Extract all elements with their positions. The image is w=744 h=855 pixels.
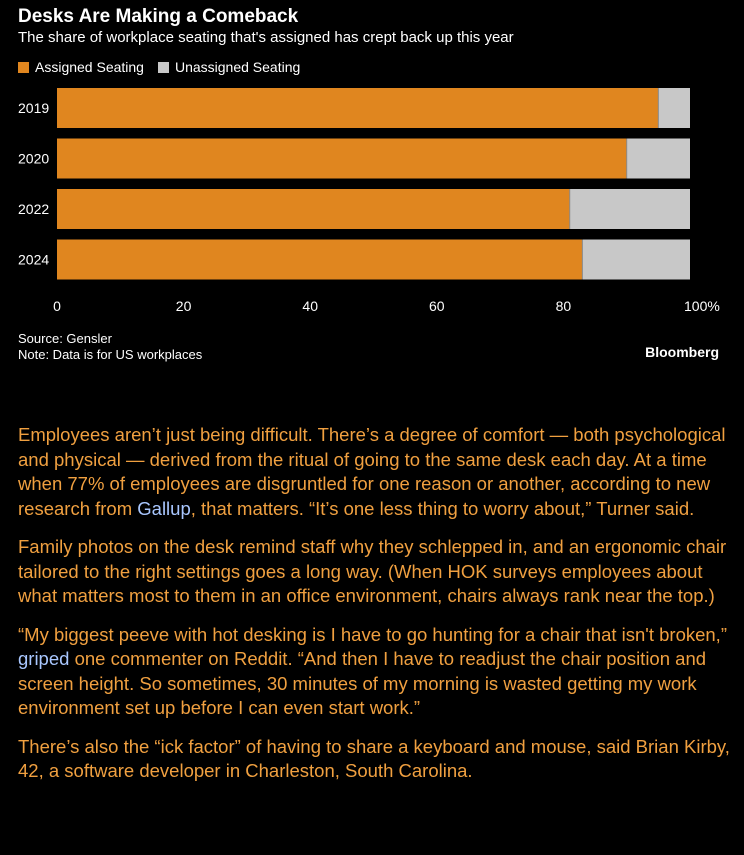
source-text: Source: Gensler: [18, 331, 112, 346]
chart-footnotes: Source: Gensler Note: Data is for US wor…: [18, 331, 202, 363]
legend-swatch-assigned: [18, 61, 29, 73]
x-tick-label-40: 40: [302, 298, 318, 314]
article-paragraph-3: “My biggest peeve with hot desking is I …: [18, 623, 730, 721]
chart-title: Desks Are Making a Comeback: [18, 6, 299, 27]
bar-unassigned-2020: [626, 138, 690, 179]
article-paragraph-4: There’s also the “ick factor” of having …: [18, 735, 730, 782]
paragraph-1-text-a: Employees aren’t just being difficult. T…: [18, 424, 726, 519]
chart-legend: Assigned Seating Unassigned Seating: [18, 59, 314, 75]
article-body: Employees aren’t just being difficult. T…: [18, 423, 730, 798]
legend-item-assigned: Assigned Seating: [18, 59, 144, 75]
legend-item-unassigned: Unassigned Seating: [157, 59, 301, 75]
legend-swatch-unassigned: [157, 61, 169, 73]
legend-label-assigned: Assigned Seating: [35, 59, 144, 75]
paragraph-3-text-b: one commenter on Reddit. “And then I hav…: [18, 648, 707, 718]
paragraph-1-text-b: , that matters. “It’s one less thing to …: [190, 497, 695, 519]
chart-subtitle: The share of workplace seating that's as…: [18, 29, 514, 46]
x-tick-label-80: 80: [556, 298, 572, 314]
stacked-bar-chart: 2019 2020 2022 2024 0 20 40 60 80 100%: [18, 88, 720, 314]
bar-assigned-2020: [57, 138, 627, 179]
article-paragraph-1: Employees aren’t just being difficult. T…: [18, 423, 730, 521]
paragraph-3-text-a: “My biggest peeve with hot desking is I …: [18, 623, 727, 645]
article-paragraph-2: Family photos on the desk remind staff w…: [18, 536, 727, 606]
bar-assigned-2024: [57, 239, 583, 280]
bar-assigned-2022: [57, 189, 570, 229]
note-text: Note: Data is for US workplaces: [18, 347, 203, 362]
x-tick-label-20: 20: [176, 298, 192, 314]
bloomberg-logo: Bloomberg: [645, 344, 719, 360]
x-tick-label-100: 100%: [684, 298, 720, 314]
category-label-2019: 2019: [18, 100, 49, 116]
bar-unassigned-2022: [569, 189, 690, 229]
gallup-link[interactable]: Gallup: [137, 497, 191, 519]
griped-link[interactable]: griped: [18, 648, 70, 669]
legend-label-unassigned: Unassigned Seating: [174, 59, 301, 75]
x-tick-label-0: 0: [53, 298, 61, 314]
bar-unassigned-2019: [658, 88, 690, 128]
category-label-2022: 2022: [18, 201, 49, 217]
x-tick-label-60: 60: [429, 298, 445, 314]
category-label-2024: 2024: [18, 252, 49, 268]
category-label-2020: 2020: [18, 151, 49, 167]
bar-unassigned-2024: [582, 239, 690, 280]
bar-assigned-2019: [57, 88, 659, 128]
